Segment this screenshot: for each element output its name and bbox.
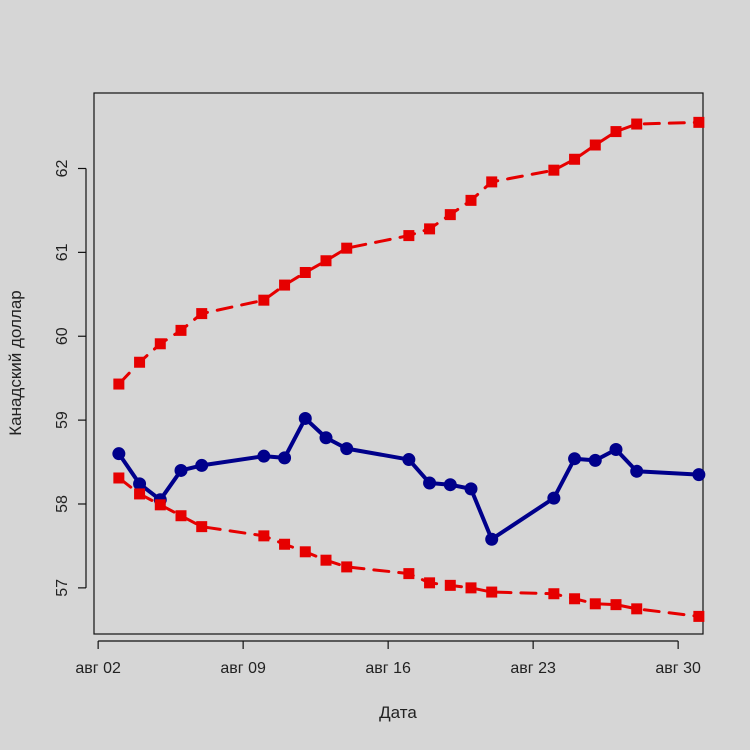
data-point [134,356,146,368]
x-tick-label: авг 23 [510,660,556,677]
y-axis: 57 58 59 60 61 62 [54,159,87,597]
data-point [631,118,643,130]
data-point [319,431,333,445]
y-axis-label: Канадский доллар [6,290,25,436]
data-point [154,499,166,511]
data-point [341,242,353,254]
data-point [112,447,126,461]
data-point [196,308,208,320]
data-point [279,538,291,550]
data-point [588,453,602,467]
data-point [569,593,581,605]
data-point [548,588,560,600]
series-layer [112,116,706,622]
series-2 [113,472,705,622]
data-point [257,449,271,463]
data-point [298,411,312,425]
data-point [340,442,354,456]
y-tick-label: 62 [54,159,71,177]
data-point [175,510,187,522]
data-point [341,561,353,573]
data-point [402,453,416,467]
x-tick-label: авг 09 [220,660,266,677]
data-point [486,586,498,598]
data-point [195,458,209,472]
series-line [117,120,701,386]
data-point [589,139,601,151]
data-point [403,568,415,580]
data-point [693,610,705,622]
data-point [258,294,270,306]
series-line [116,416,701,542]
data-point [154,338,166,350]
data-point [196,521,208,533]
data-point [134,488,146,500]
data-point [609,442,623,456]
x-tick-label: авг 30 [655,660,701,677]
data-point [548,164,560,176]
data-point [630,464,644,478]
plot-frame [93,92,704,635]
data-point [568,452,582,466]
data-point [610,126,622,138]
data-point [258,530,270,542]
data-point [464,482,478,496]
data-point [423,476,437,490]
data-point [465,582,477,594]
data-point [444,209,456,221]
data-point [320,255,332,267]
y-tick-label: 60 [54,327,71,345]
x-tick-label: авг 16 [365,660,411,677]
data-point [174,463,188,477]
data-point [278,451,292,465]
data-point [299,266,311,278]
data-point [465,194,477,206]
x-axis-label: Дата [379,703,417,722]
data-point [279,279,291,291]
data-point [320,554,332,566]
y-tick-label: 61 [54,243,71,261]
data-point [175,324,187,336]
data-point [299,546,311,558]
data-point [424,223,436,235]
data-point [569,153,581,165]
data-point [692,468,706,482]
data-point [589,598,601,610]
data-point [485,532,499,546]
y-tick-label: 58 [54,495,71,513]
y-tick-label: 59 [54,411,71,429]
data-point [424,577,436,589]
data-point [610,599,622,611]
data-point [486,176,498,188]
data-point [403,230,415,242]
data-point [547,491,561,505]
data-point [443,478,457,492]
data-point [631,603,643,615]
series-1 [113,116,705,390]
data-point [113,378,125,390]
y-tick-label: 57 [54,579,71,597]
x-axis: авг 02 авг 09 авг 16 авг 23 авг 30 [75,640,701,677]
series-line [117,476,701,618]
data-point [693,116,705,128]
data-point [444,579,456,591]
data-point [133,477,147,491]
data-point [113,472,125,484]
x-tick-label: авг 02 [75,660,121,677]
